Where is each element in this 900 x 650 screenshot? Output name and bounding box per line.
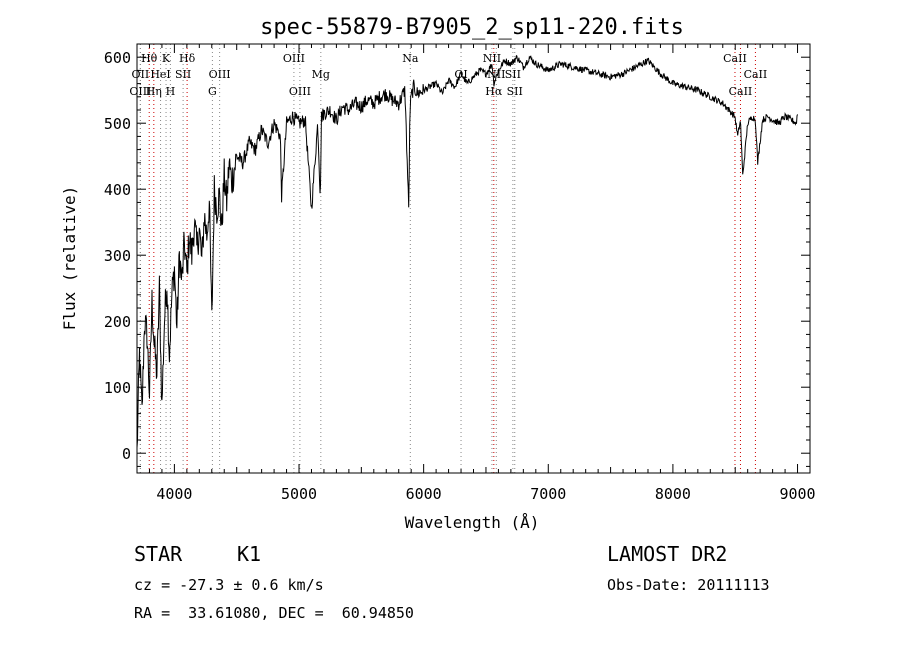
line-label-19: Hα [485, 85, 503, 98]
chart-title: spec-55879-B7905_2_sp11-220.fits [260, 15, 684, 40]
line-label-14: Na [402, 52, 419, 65]
x-tick-label: 6000 [406, 485, 442, 503]
x-tick-label: 7000 [530, 485, 566, 503]
line-label-23: CaII [729, 85, 753, 98]
x-axis-label: Wavelength (Å) [405, 513, 540, 532]
line-label-6: OIII [209, 68, 231, 81]
line-label-3: OII [132, 68, 150, 81]
line-label-7: OIII [129, 85, 151, 98]
line-label-1: K [162, 52, 171, 65]
y-axis-ticks: 0 100 200 300 400 500 600 [104, 43, 810, 467]
object-class: STAR [134, 542, 183, 566]
y-axis-label: Flux (relative) [60, 186, 79, 331]
line-label-2: Hδ [179, 52, 196, 65]
line-label-18: SII [505, 68, 521, 81]
line-label-22: CaII [744, 68, 768, 81]
y-tick-label: 100 [104, 379, 131, 397]
sky-coordinates: RA = 33.61080, DEC = 60.94850 [134, 604, 414, 622]
redshift-value: cz = -27.3 ± 0.6 km/s [134, 576, 324, 594]
x-tick-label: 5000 [281, 485, 317, 503]
line-label-13: OIII [289, 85, 311, 98]
line-label-20: SII [507, 85, 523, 98]
line-label-8: Hη [146, 85, 162, 98]
line-label-4: HeI [150, 68, 170, 81]
line-label-0: Hθ [141, 52, 158, 65]
line-label-5: SII [175, 68, 191, 81]
y-tick-label: 400 [104, 181, 131, 199]
line-label-9: H [166, 85, 176, 98]
y-tick-label: 0 [122, 445, 131, 463]
plot-frame [136, 43, 811, 474]
x-axis-ticks: 4000 5000 6000 7000 8000 9000 [136, 44, 816, 503]
x-tick-label: 8000 [655, 485, 691, 503]
line-label-11: OIII [283, 52, 305, 65]
observation-date: Obs-Date: 20111113 [607, 576, 770, 594]
y-tick-label: 500 [104, 115, 131, 133]
line-label-12: Mg [312, 68, 330, 81]
line-label-16: NII [483, 52, 501, 65]
spectral-line-markers [139, 44, 756, 473]
y-tick-label: 300 [104, 247, 131, 265]
y-tick-label: 200 [104, 313, 131, 331]
spectrum-line [136, 54, 798, 448]
x-tick-label: 9000 [779, 485, 815, 503]
line-label-10: G [208, 85, 217, 98]
line-label-21: CaII [723, 52, 747, 65]
object-subclass: K1 [237, 542, 262, 566]
survey-name: LAMOST DR2 [607, 542, 728, 566]
y-tick-label: 600 [104, 49, 131, 67]
x-tick-label: 4000 [156, 485, 192, 503]
spectrum-series [136, 54, 798, 448]
